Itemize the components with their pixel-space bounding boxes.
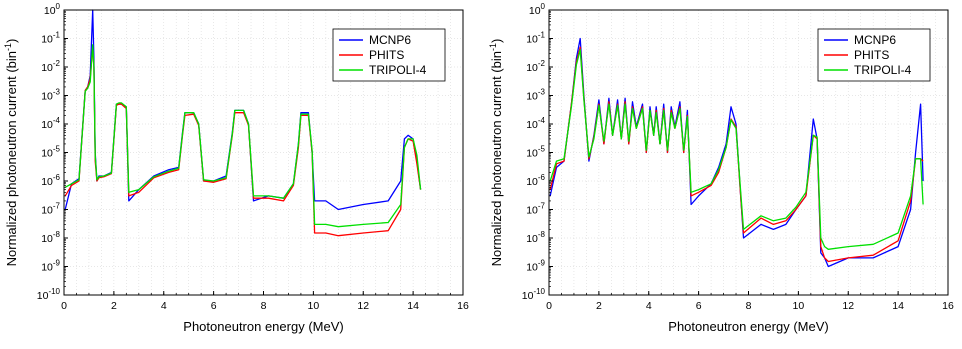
- chart2-y-tick-label: 100: [529, 2, 546, 17]
- chart1-legend-label: PHITS: [369, 48, 404, 62]
- chart2-y-tick-label: 10-4: [526, 116, 545, 131]
- chart1-x-tick-label: 16: [457, 300, 469, 312]
- chart1-legend-label: TRIPOLI-4: [369, 63, 427, 77]
- chart1-x-axis-label: Photoneutron energy (MeV): [183, 319, 343, 334]
- chart2-x-tick-label: 10: [793, 300, 805, 312]
- chart2-y-tick-label: 10-7: [526, 202, 545, 217]
- chart1-plot: 0 2 4 6 8 10 12 14 16 10-10 10-9 10-8 10-7 10-6 10-5 10…: [3, 2, 469, 334]
- chart2-y-tick-label: 10-9: [526, 259, 545, 274]
- chart1-y-tick-label: 10-7: [41, 202, 60, 217]
- chart2-x-tick-label: 2: [596, 300, 602, 312]
- chart1-y-tick-label: 10-3: [41, 88, 60, 103]
- chart1-series-tripoli-4-line: [64, 44, 422, 228]
- chart1-x-tick-label: 14: [407, 300, 419, 312]
- chart1-y-tick-label: 10-5: [41, 145, 60, 160]
- chart1-y-tick-label: 100: [44, 2, 61, 17]
- chart2-x-tick-label: 14: [892, 300, 904, 312]
- chart1-legend-label: MCNP6: [369, 33, 411, 47]
- chart2-y-tick-label: 10-8: [526, 230, 545, 245]
- chart2-y-tick-label: 10-10: [522, 287, 546, 302]
- chart1-y-tick-label: 10-6: [41, 173, 60, 188]
- chart2-y-tick-label: 10-5: [526, 145, 545, 160]
- chart2-legend-label: TRIPOLI-4: [854, 63, 912, 77]
- chart2-x-axis-label: Photoneutron energy (MeV): [668, 319, 828, 334]
- chart1-y-tick-label: 10-8: [41, 230, 60, 245]
- chart1-x-tick-label: 12: [357, 300, 369, 312]
- chart1-x-tick-label: 2: [111, 300, 117, 312]
- chart1-x-tick-label: 4: [161, 300, 167, 312]
- chart2-y-tick-label: 10-6: [526, 173, 545, 188]
- chart2-x-tick-label: 8: [746, 300, 752, 312]
- chart2-y-axis-label: Normalized photoneutron current (bin-1): [488, 39, 504, 267]
- chart1-x-tick-label: 10: [308, 300, 320, 312]
- chart1-y-tick-label: 10-4: [41, 116, 60, 131]
- chart1-x-tick-label: 6: [211, 300, 217, 312]
- chart1-x-tick-label: 8: [261, 300, 267, 312]
- chart2-legend-label: PHITS: [854, 48, 889, 62]
- chart1-y-tick-label: 10-9: [41, 259, 60, 274]
- chart2-x-tick-label: 16: [942, 300, 954, 312]
- chart2-plot: 0 2 4 6 8 10 12 14 16 10-10 10-9 10-8 10-7 10-6 10-5 10…: [488, 2, 954, 334]
- chart2-x-tick-label: 12: [842, 300, 854, 312]
- chart1-x-tick-label: 0: [61, 300, 67, 312]
- chart1-y-axis-label: Normalized photoneutron current (bin-1): [3, 39, 19, 267]
- chart1-y-tick-label: 10-1: [41, 31, 60, 46]
- chart2-x-tick-label: 6: [696, 300, 702, 312]
- chart1-y-tick-label: 10-10: [37, 287, 61, 302]
- chart2-series-tripoli-4-line: [549, 49, 924, 250]
- chart2-x-tick-label: 0: [546, 300, 552, 312]
- chart2-x-tick-label: 4: [646, 300, 652, 312]
- chart2-legend-label: MCNP6: [854, 33, 896, 47]
- chart2-y-tick-label: 10-3: [526, 88, 545, 103]
- chart1-y-tick-label: 10-2: [41, 59, 60, 74]
- chart2-y-tick-label: 10-2: [526, 59, 545, 74]
- chart2-y-tick-label: 10-1: [526, 31, 545, 46]
